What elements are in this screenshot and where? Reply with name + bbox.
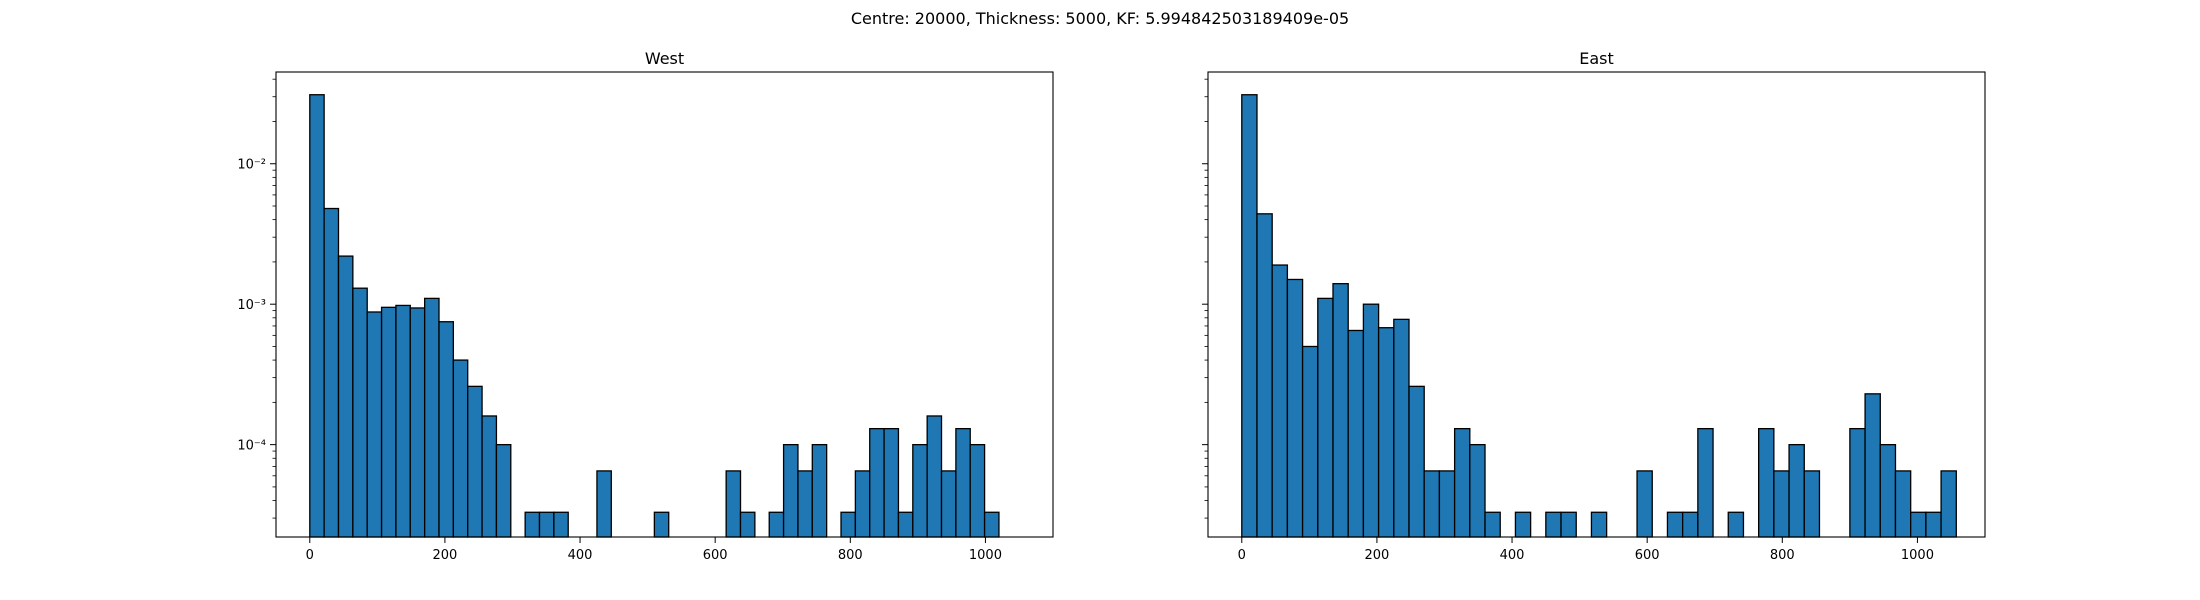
histogram-bar xyxy=(1241,94,1258,538)
x-tick-label: 600 xyxy=(1635,548,1660,563)
histogram-bar xyxy=(1849,427,1866,538)
histogram-bar xyxy=(782,443,799,538)
histogram-bar xyxy=(1469,443,1486,538)
histogram-bar xyxy=(653,511,670,538)
figure-suptitle: Centre: 20000, Thickness: 5000, KF: 5.99… xyxy=(851,9,1349,28)
histogram-bar xyxy=(1514,511,1532,538)
histogram-bar xyxy=(797,470,813,538)
histogram-bar xyxy=(983,511,1000,538)
histogram-bar xyxy=(1803,470,1821,538)
histogram-bar xyxy=(739,511,756,538)
histogram-bar xyxy=(1377,327,1395,538)
histogram-bar xyxy=(912,443,928,538)
histogram-bar xyxy=(1894,470,1912,538)
histogram-bar xyxy=(409,307,426,538)
histogram-bar xyxy=(1925,511,1942,538)
histogram-bar xyxy=(1560,511,1577,538)
panel-title: East xyxy=(1579,49,1614,68)
histogram-bar xyxy=(883,427,900,538)
east-panel: East 0 200 400 600 800 1000 xyxy=(1202,49,1986,563)
histogram-bar xyxy=(1301,345,1319,538)
histogram-bar xyxy=(1286,278,1304,538)
axes-frame xyxy=(1207,71,1986,538)
histogram-bar xyxy=(366,311,383,538)
histogram-bar xyxy=(897,511,914,538)
histogram-bar xyxy=(1408,385,1425,538)
histogram-bar xyxy=(495,443,512,538)
histogram-bar xyxy=(337,255,354,538)
y-tick-label: 10⁻² xyxy=(237,158,266,173)
y-tick-label: 10⁻³ xyxy=(237,298,266,313)
histogram-bar xyxy=(811,443,828,538)
histogram-bar xyxy=(1727,511,1745,538)
histogram-bar xyxy=(1332,283,1349,538)
x-tick-label: 400 xyxy=(1500,548,1525,563)
x-tick-label: 800 xyxy=(1770,548,1795,563)
histogram-bar xyxy=(768,511,785,538)
histogram-bar xyxy=(1758,427,1775,538)
histogram-bar xyxy=(1317,297,1334,538)
histogram-bar xyxy=(1256,213,1273,538)
histogram-bar xyxy=(1681,511,1699,538)
histogram-bar xyxy=(553,511,569,538)
histogram-bar xyxy=(1636,470,1653,538)
histogram-bar xyxy=(1590,511,1608,538)
histogram-bar xyxy=(1453,427,1471,538)
histogram-bar xyxy=(1347,329,1365,538)
histogram-bar xyxy=(869,427,885,538)
axes-frame xyxy=(275,71,1054,538)
histogram-bar xyxy=(854,470,871,538)
x-tick-label: 0 xyxy=(1238,548,1246,563)
x-tick-label: 200 xyxy=(1364,548,1389,563)
x-tick-label: 400 xyxy=(568,548,593,563)
histogram-bar xyxy=(955,427,971,538)
histogram-bar xyxy=(438,321,455,538)
histogram-bar xyxy=(423,297,440,538)
histogram-bar xyxy=(1271,264,1289,538)
panel-title: West xyxy=(645,49,684,68)
x-tick-label: 800 xyxy=(838,548,863,563)
x-tick-label: 600 xyxy=(703,548,728,563)
histogram-bar xyxy=(524,511,541,538)
histogram-bar xyxy=(1773,470,1790,538)
histogram-bar xyxy=(481,415,498,538)
histogram-bar xyxy=(1423,470,1441,538)
histogram-bar xyxy=(1545,511,1562,538)
y-tick-label: 10⁻⁴ xyxy=(237,439,266,454)
histogram-bar xyxy=(940,470,957,538)
histogram-bar xyxy=(1362,303,1380,538)
histogram-bar xyxy=(352,287,368,538)
west-panel: West 0 200 400 600 800 1000 10⁻⁴ 10⁻³ 10⁻² xyxy=(237,49,1054,563)
histogram-bar xyxy=(1864,393,1881,538)
histogram-bar xyxy=(538,511,555,538)
histogram-bar xyxy=(467,385,483,538)
histogram-bar xyxy=(1438,470,1456,538)
x-tick-label: 0 xyxy=(306,548,314,563)
histogram-bar xyxy=(1940,470,1957,538)
histogram-bar xyxy=(323,207,340,538)
histogram-bar xyxy=(1484,511,1501,538)
histogram-bar xyxy=(1697,427,1714,538)
histogram-bar xyxy=(725,470,742,538)
histogram-bar xyxy=(380,306,397,538)
histogram-bar xyxy=(969,443,986,538)
histogram-bar xyxy=(1788,443,1805,538)
histogram-bar xyxy=(452,359,469,538)
histogram-bar xyxy=(926,415,943,538)
histogram-bar xyxy=(395,304,411,538)
histogram-bar xyxy=(309,94,325,538)
histogram-bar xyxy=(1666,511,1684,538)
histogram-bar xyxy=(840,511,857,538)
histogram-bar xyxy=(596,470,612,538)
x-tick-label: 1000 xyxy=(1901,548,1934,563)
x-tick-label: 1000 xyxy=(969,548,1002,563)
histogram-bar xyxy=(1879,443,1897,538)
histogram-bar xyxy=(1393,318,1410,538)
histogram-bar xyxy=(1910,511,1927,538)
x-tick-label: 200 xyxy=(432,548,457,563)
